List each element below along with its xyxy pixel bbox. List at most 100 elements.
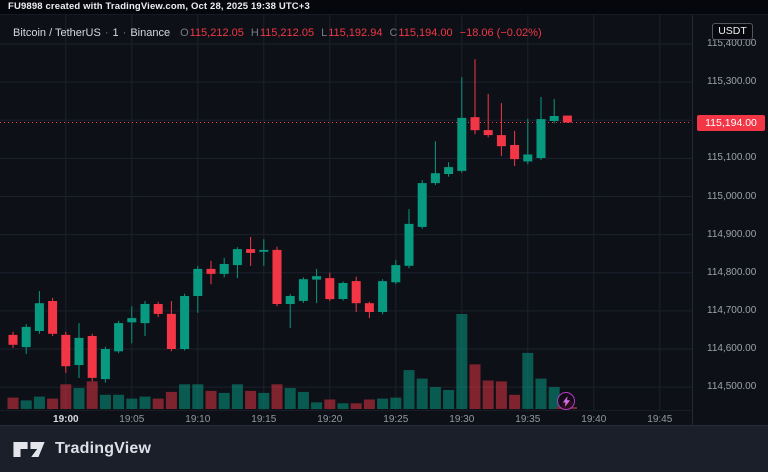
volume-bar [403,370,415,409]
volume-bar [350,403,362,409]
volume-bar [192,384,204,409]
volume-bar [73,388,85,409]
candle-19:19[interactable] [312,268,322,304]
close-label: C [389,27,398,39]
candle-19:04[interactable] [114,320,124,354]
volume-bar [363,399,375,409]
volume-bar [205,390,217,409]
volume-bar [231,384,243,409]
candle-19:03[interactable] [100,346,110,383]
chart-pane[interactable]: Bitcoin / TetherUS · 1 · Binance O115,212.05 H… [0,14,768,426]
candle-19:12[interactable] [219,257,229,278]
candle-19:05[interactable] [127,306,137,344]
candlestick-chart[interactable] [0,15,692,410]
candle-19:06[interactable] [140,301,150,336]
price-axis[interactable]: 115,194.00 115,400.00 115,300.00 115,100.0… [692,15,768,426]
volume-bar [443,390,455,409]
candle-19:23[interactable] [364,301,374,319]
time-axis[interactable]: 19:00 19:05 19:10 19:15 19:20 19:25 19:30 19:35… [0,410,692,426]
candle-19:01[interactable] [74,323,84,378]
candle-18:56[interactable] [8,331,18,348]
candle-19:07[interactable] [153,301,163,317]
candle-18:59[interactable] [48,297,58,336]
interval-label[interactable]: 1 [112,27,119,39]
candle-19:00[interactable] [61,331,71,373]
open-label: O [180,27,189,39]
volume-bar [7,397,19,409]
candle-19:30[interactable] [457,77,467,173]
candle-19:13[interactable] [232,247,242,279]
brand-wordmark: TradingView [55,440,152,457]
volume-bar [337,403,349,409]
tradingview-logo-mark [13,441,45,457]
candle-19:33[interactable] [496,103,506,157]
candle-19:10[interactable] [193,265,203,313]
volume-bar [482,380,494,409]
time-axis-label: 19:05 [119,414,145,425]
price-axis-label: 115,400.00 [707,38,757,49]
candle-19:18[interactable] [298,277,308,303]
candle-19:34[interactable] [510,130,520,166]
candle-19:28[interactable] [430,141,440,185]
candle-19:02[interactable] [87,333,97,382]
volume-bar [271,384,283,409]
time-axis-label: 19:00 [53,414,79,425]
low-label: L [321,27,328,39]
boost-button[interactable] [557,392,575,410]
time-axis-label: 19:15 [251,414,277,425]
candle-19:20[interactable] [325,272,335,301]
candle-19:24[interactable] [378,279,388,315]
volume-bar [165,391,177,409]
volume-bar [456,314,468,409]
volume-bar [86,381,98,409]
candle-19:31[interactable] [470,59,480,135]
separator-dot: · [122,27,127,39]
candle-19:22[interactable] [351,276,361,312]
lightning-bolt-icon [562,395,570,407]
currency-usdt-button[interactable]: USDT [712,23,753,40]
candle-19:32[interactable] [483,93,493,138]
candle-19:09[interactable] [180,293,190,351]
exchange-label: Binance [130,27,171,39]
candle-19:11[interactable] [206,260,216,285]
volume-bar [245,390,257,409]
candle-19:14[interactable] [246,236,256,266]
candle-18:58[interactable] [34,291,44,334]
candle-19:27[interactable] [417,180,427,229]
volume-bar [324,399,336,409]
price-axis-label: 115,100.00 [707,152,757,164]
symbol-info-bar[interactable]: Bitcoin / TetherUS · 1 · Binance O115,212.05 H… [13,26,542,40]
volume-bar [495,381,507,409]
candle-19:08[interactable] [166,301,176,352]
candle-18:57[interactable] [21,324,31,354]
volume-bar [60,384,72,409]
volume-bar [113,394,125,410]
time-axis-label: 19:30 [449,414,475,425]
candle-19:21[interactable] [338,281,348,301]
volume-bar [152,398,164,409]
close-value: 115,194.00 [398,27,453,39]
candle-19:15[interactable] [259,239,269,266]
time-axis-label: 19:40 [581,414,607,425]
volume-bar [390,397,402,409]
candle-19:38[interactable] [562,115,572,123]
last-price-label: 115,194.00 [697,114,765,131]
candle-19:17[interactable] [285,294,295,328]
tradingview-logo-link[interactable]: TradingView [13,440,151,458]
volume-bar [284,388,296,409]
volume-bar [311,402,323,410]
volume-bar [179,384,191,409]
footer-bar: TradingView [0,425,768,472]
candle-19:37[interactable] [549,98,559,124]
change-value: −18.06 (−0.02%) [459,27,542,39]
candle-19:36[interactable] [536,97,546,160]
volume-bar [126,398,138,409]
symbol-name[interactable]: Bitcoin / TetherUS [13,27,101,39]
candle-19:25[interactable] [391,259,401,285]
candle-19:29[interactable] [444,162,454,177]
volume-bar [377,398,389,409]
candle-19:35[interactable] [523,118,533,165]
candle-19:26[interactable] [404,209,414,269]
candle-19:16[interactable] [272,246,282,307]
